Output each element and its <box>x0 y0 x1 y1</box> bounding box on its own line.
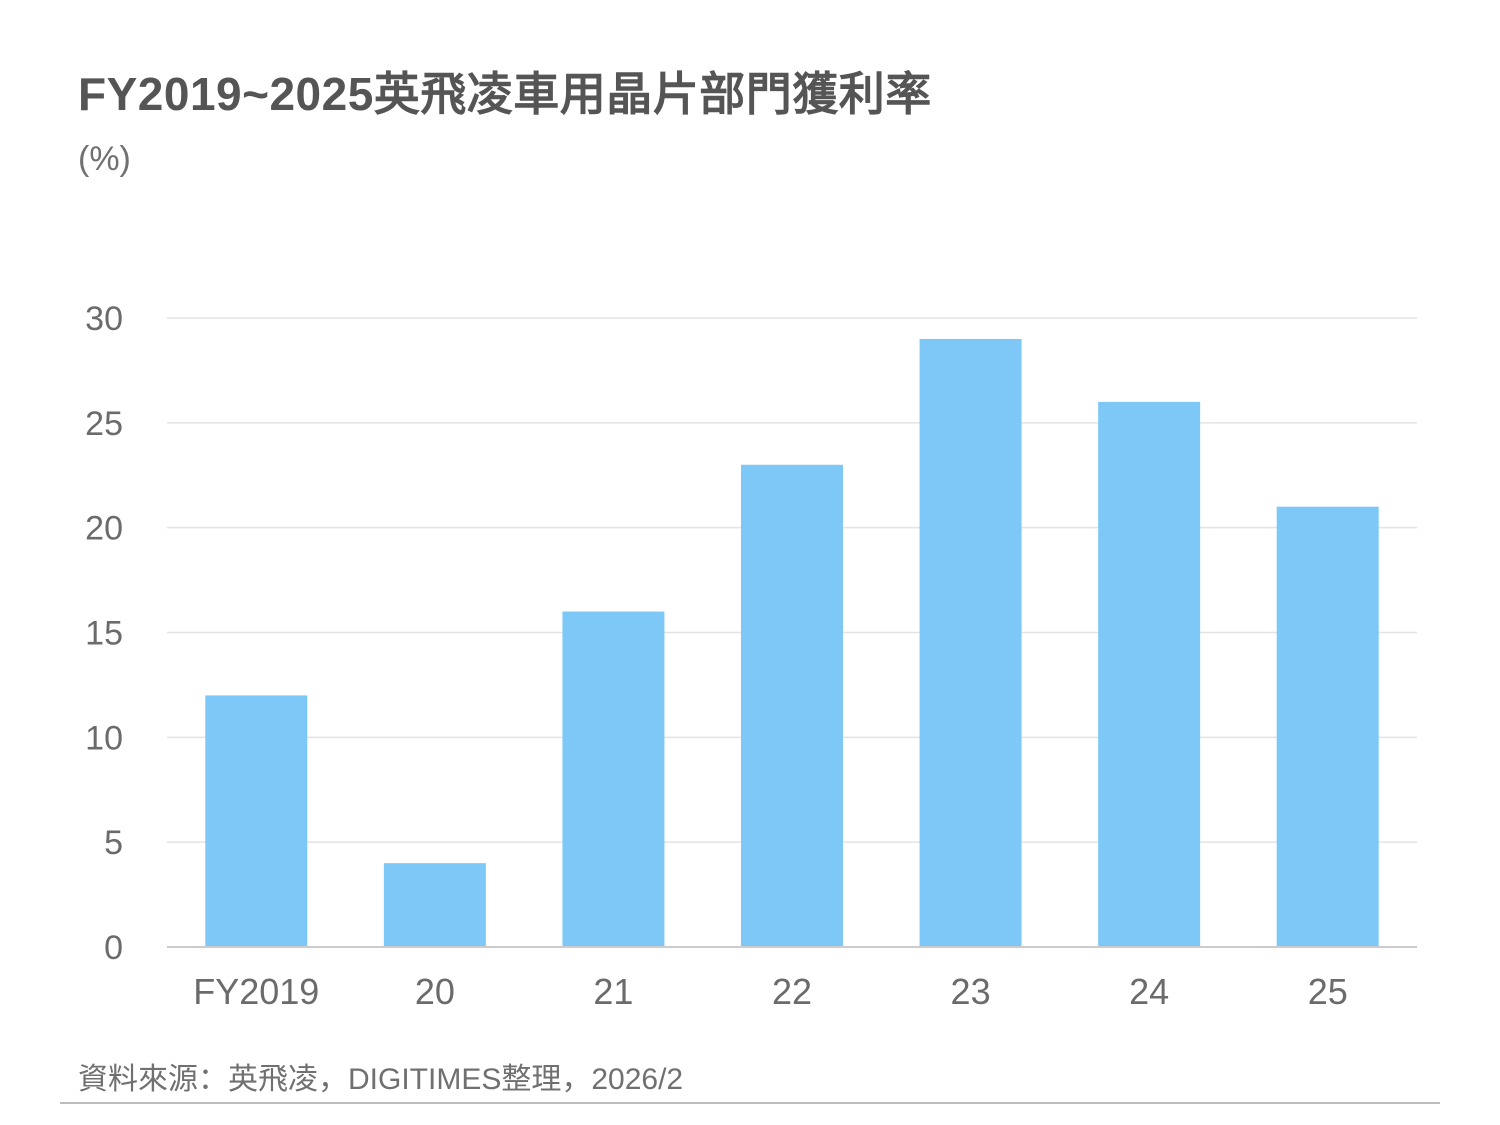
x-tick-label: 21 <box>593 971 633 1012</box>
x-tick-label: FY2019 <box>193 971 319 1012</box>
bar-25 <box>1276 506 1379 947</box>
y-tick-label: 25 <box>85 405 123 443</box>
source-note: 資料來源：英飛凌，DIGITIMES整理，2026/2 <box>78 1063 684 1096</box>
bar-22 <box>741 464 843 947</box>
y-tick-label: 30 <box>85 300 123 338</box>
bar-20 <box>383 863 486 947</box>
y-tick-label: 15 <box>85 615 123 653</box>
x-tick-label: 23 <box>951 971 991 1012</box>
footer-divider <box>60 1102 1440 1104</box>
chart-title: FY2019~2025英飛凌車用晶片部門獲利率 <box>78 68 932 120</box>
bars <box>205 338 1379 947</box>
y-tick-label: 0 <box>104 929 123 967</box>
bar-21 <box>562 611 665 947</box>
y-axis-unit: (%) <box>78 140 131 178</box>
bar-fy2019 <box>205 695 308 947</box>
x-tick-label: 22 <box>772 971 812 1012</box>
bar-23 <box>919 338 1022 947</box>
x-tick-label: 25 <box>1308 971 1348 1012</box>
bar-24 <box>1098 401 1201 947</box>
x-axis-ticks: FY2019 20 21 22 23 24 25 <box>193 971 1347 1012</box>
y-axis-ticks: 0 5 10 15 20 25 30 <box>85 300 123 967</box>
y-tick-label: 10 <box>85 719 123 757</box>
y-tick-label: 20 <box>85 510 123 548</box>
y-tick-label: 5 <box>104 824 123 862</box>
x-tick-label: 24 <box>1129 971 1169 1012</box>
x-tick-label: 20 <box>415 971 455 1012</box>
